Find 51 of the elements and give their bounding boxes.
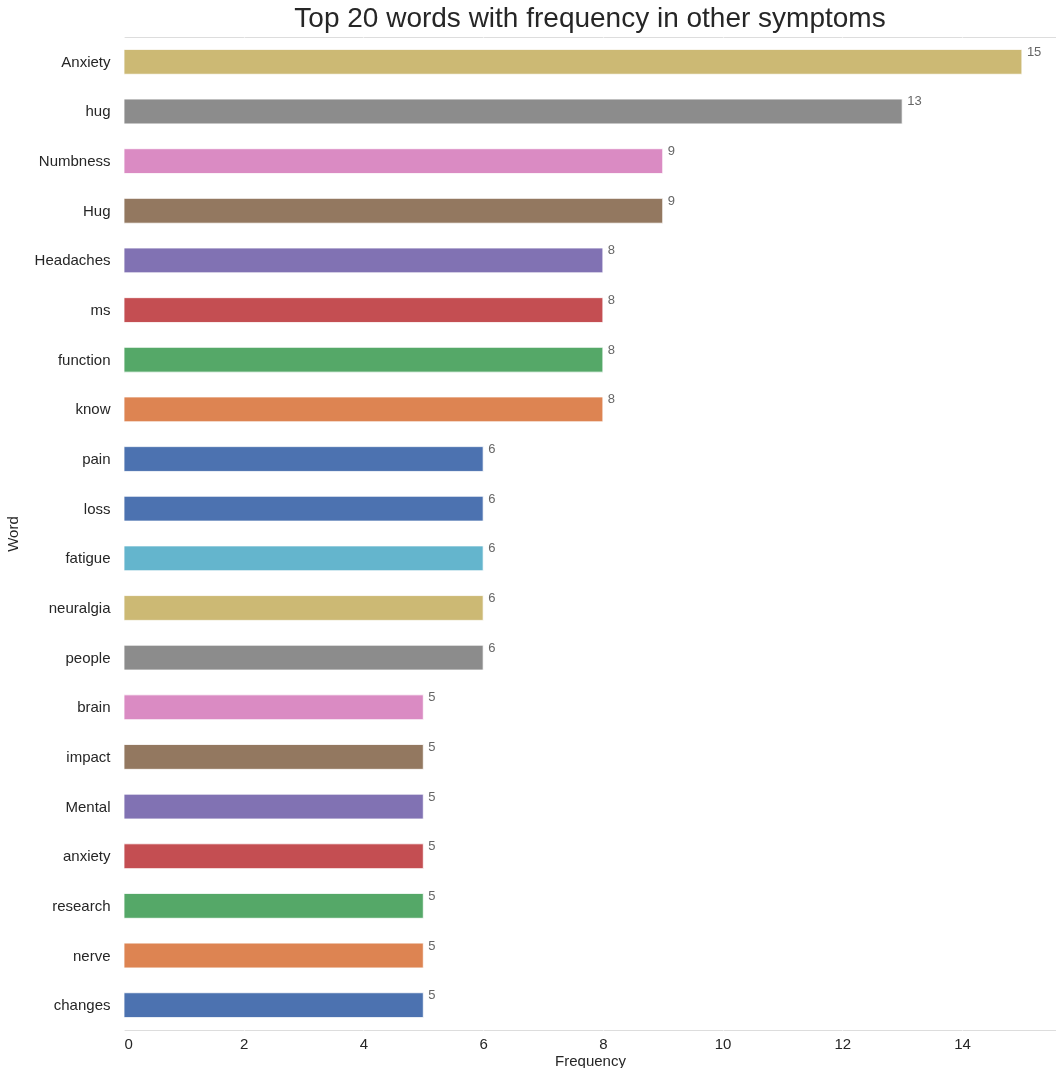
y-tick-label: Hug bbox=[82, 201, 111, 219]
y-tick-label: impact bbox=[66, 747, 112, 765]
data-label: 8 bbox=[607, 341, 616, 357]
y-tick-label: pain bbox=[82, 450, 111, 468]
y-tick-label: neuralgia bbox=[48, 598, 112, 616]
data-label: 8 bbox=[607, 292, 616, 308]
y-tick-label: know bbox=[75, 400, 111, 418]
y-tick-label: anxiety bbox=[62, 847, 111, 865]
y-tick-label: function bbox=[57, 350, 111, 368]
y-tick-label: Headaches bbox=[34, 251, 111, 269]
data-label: 6 bbox=[488, 639, 496, 655]
data-label: 15 bbox=[1026, 43, 1042, 59]
y-tick-label: Mental bbox=[65, 797, 111, 815]
y-axis-title: Word bbox=[3, 516, 21, 552]
data-label: 5 bbox=[428, 689, 436, 705]
data-label: 5 bbox=[428, 887, 436, 903]
x-tick-label: 14 bbox=[954, 1034, 971, 1052]
y-tick-label: Numbness bbox=[38, 152, 111, 170]
x-tick-label: 0 bbox=[124, 1034, 133, 1052]
data-label: 8 bbox=[607, 391, 616, 407]
data-label: 6 bbox=[488, 589, 496, 605]
y-tick-label: loss bbox=[83, 499, 111, 517]
data-label: 6 bbox=[488, 540, 496, 556]
data-label: 5 bbox=[428, 987, 436, 1003]
x-tick-label: 6 bbox=[479, 1034, 488, 1052]
data-label: 6 bbox=[488, 441, 496, 457]
y-tick-label: ms bbox=[90, 301, 111, 319]
x-tick-label: 8 bbox=[599, 1034, 608, 1052]
chart-title: Top 20 words with frequency in other symptoms bbox=[294, 2, 886, 33]
x-tick-label: 2 bbox=[240, 1034, 249, 1052]
data-label: 8 bbox=[607, 242, 616, 258]
y-tick-label: research bbox=[52, 896, 111, 914]
y-tick-label: nerve bbox=[72, 946, 111, 964]
data-label: 5 bbox=[428, 937, 436, 953]
x-tick-label: 12 bbox=[834, 1034, 852, 1052]
data-label: 5 bbox=[428, 788, 436, 804]
y-tick-label: people bbox=[65, 648, 111, 666]
x-tick-label: 4 bbox=[359, 1034, 369, 1052]
data-label: 5 bbox=[428, 838, 436, 854]
data-label: 13 bbox=[907, 93, 922, 109]
y-tick-label: changes bbox=[53, 996, 111, 1014]
y-tick-label: Anxiety bbox=[61, 52, 111, 70]
x-tick-label: 10 bbox=[714, 1034, 732, 1052]
data-label: 9 bbox=[667, 192, 675, 208]
data-label: 9 bbox=[667, 143, 675, 159]
x-axis-title: Frequency bbox=[555, 1051, 627, 1069]
y-tick-label: hug bbox=[85, 102, 111, 120]
y-tick-label: brain bbox=[77, 698, 111, 716]
data-label: 5 bbox=[428, 738, 436, 754]
data-label: 6 bbox=[488, 490, 496, 506]
y-tick-label: fatigue bbox=[65, 549, 111, 567]
